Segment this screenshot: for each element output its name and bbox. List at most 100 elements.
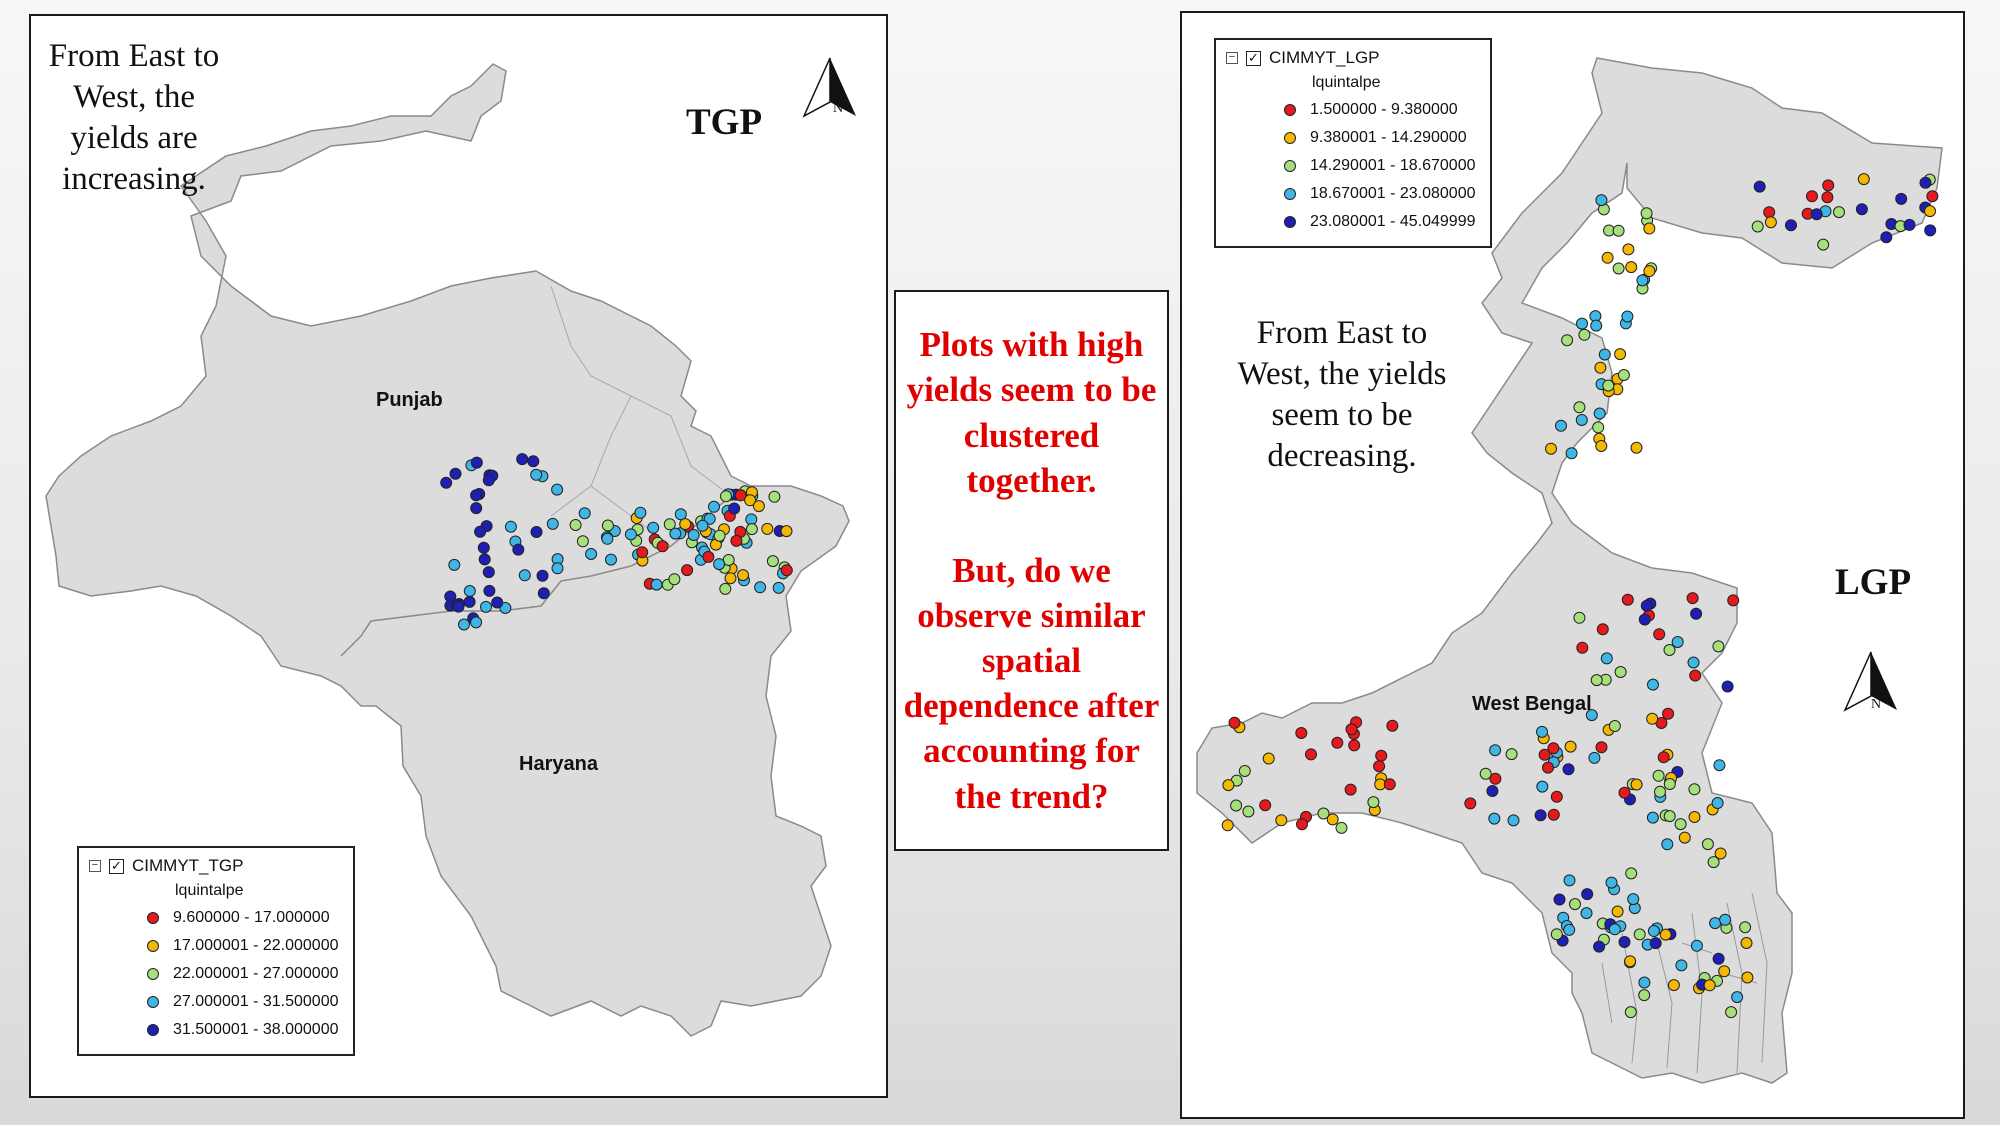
yield-point [1580,907,1593,920]
yield-point [1608,923,1621,936]
yield-point [1731,991,1744,1004]
yield-point [1630,778,1643,791]
yield-point [761,522,774,535]
yield-point [1550,928,1563,941]
yield-point [724,572,737,585]
yield-point [663,518,676,531]
yield-point [1741,971,1754,984]
yield-point [1643,265,1656,278]
tgp-north-arrow-icon: N [802,57,856,118]
yield-point [1486,785,1499,797]
yield-point [703,512,716,525]
legend-class-label: 23.080001 - 45.049999 [1310,213,1476,230]
yield-point [482,474,495,487]
yield-point [1690,607,1703,620]
yield-point [1536,725,1548,738]
yield-point [1687,656,1700,669]
yield-point [1621,593,1634,606]
tgp-legend-header: − ✓ CIMMYT_TGP [89,854,353,878]
question-line: Plots with high yields seem to be cluste… [906,325,1157,500]
yield-point [1686,592,1699,605]
yield-point [440,476,453,489]
legend-swatch-icon [147,968,159,980]
yield-point [1711,797,1724,809]
lgp-map-canvas [1196,57,1943,1084]
yield-point [1335,821,1348,834]
legend-swatch-icon [147,912,159,924]
lgp-legend-header: − ✓ CIMMYT_LGP [1226,46,1490,70]
yield-point [1375,749,1388,762]
legend-class-label: 1.500000 - 9.380000 [1310,101,1458,118]
yield-point [1618,936,1631,948]
district-lines [550,285,732,547]
punjab-haryana-boundary [45,63,850,1037]
legend-class-label: 27.000001 - 31.500000 [173,993,339,1010]
yield-point [1576,641,1589,654]
yield-point [1573,611,1586,624]
legend-swatch-icon [147,1024,159,1036]
yield-point [1675,959,1688,972]
yield-point [1740,937,1753,949]
yield-point [1590,674,1603,687]
yield-point [530,526,543,538]
yield-point [1640,599,1653,612]
yield-point [470,456,483,469]
yield-point [1646,712,1659,725]
punjab-label: Punjab [376,389,443,411]
yield-point [1653,628,1666,641]
yield-point [480,600,492,613]
yield-point [1538,748,1551,761]
yield-point [1242,805,1255,818]
yield-point [1638,613,1651,626]
yield-point [1305,748,1317,761]
layer-checkbox[interactable]: ✓ [109,858,124,874]
yield-point [636,546,649,559]
yield-point [1611,905,1624,918]
legend-class-label: 31.500001 - 38.000000 [173,1021,339,1038]
yield-point [1810,208,1823,221]
yield-point [734,489,747,502]
layer-checkbox[interactable]: ✓ [1246,50,1261,66]
yield-point [1822,179,1835,192]
yield-point [1593,407,1606,420]
yield-point [470,489,483,502]
tgp-north-label: N [833,101,843,116]
legend-class-row: 9.380001 - 14.290000 [1226,124,1490,152]
collapse-icon[interactable]: − [1226,52,1238,64]
yield-point [1638,976,1651,989]
yield-point [1592,421,1605,434]
yield-point [1563,923,1576,936]
yield-point [1662,707,1675,720]
yield-point [1701,838,1714,851]
yield-point [1505,748,1518,761]
collapse-icon[interactable]: − [89,860,101,872]
lgp-north-label: N [1871,697,1881,712]
yield-point [1545,442,1557,455]
yield-point [1622,243,1635,256]
haryana-label: Haryana [519,753,598,775]
yield-point [601,519,614,532]
yield-point [1678,831,1691,844]
yield-point [728,502,741,515]
yield-point [1296,818,1308,831]
yield-point [1654,785,1666,798]
legend-class-label: 17.000001 - 22.000000 [173,937,339,954]
yield-point [719,582,732,595]
yield-point [1764,216,1777,229]
yield-point [1612,224,1625,237]
yield-point [1602,379,1615,392]
yield-point [1507,814,1520,827]
tgp-map-canvas [45,63,850,1037]
yield-point [669,527,682,540]
yield-point [518,569,531,582]
yield-point [1618,786,1631,799]
yield-point [1709,917,1722,930]
yield-point [1479,767,1492,780]
yield-point [1581,888,1594,901]
legend-class-row: 22.000001 - 27.000000 [89,960,353,988]
yield-point [1690,939,1703,952]
yield-point [702,550,715,563]
yield-point [1262,752,1275,765]
yield-point [730,534,743,547]
yield-point [1489,772,1502,785]
